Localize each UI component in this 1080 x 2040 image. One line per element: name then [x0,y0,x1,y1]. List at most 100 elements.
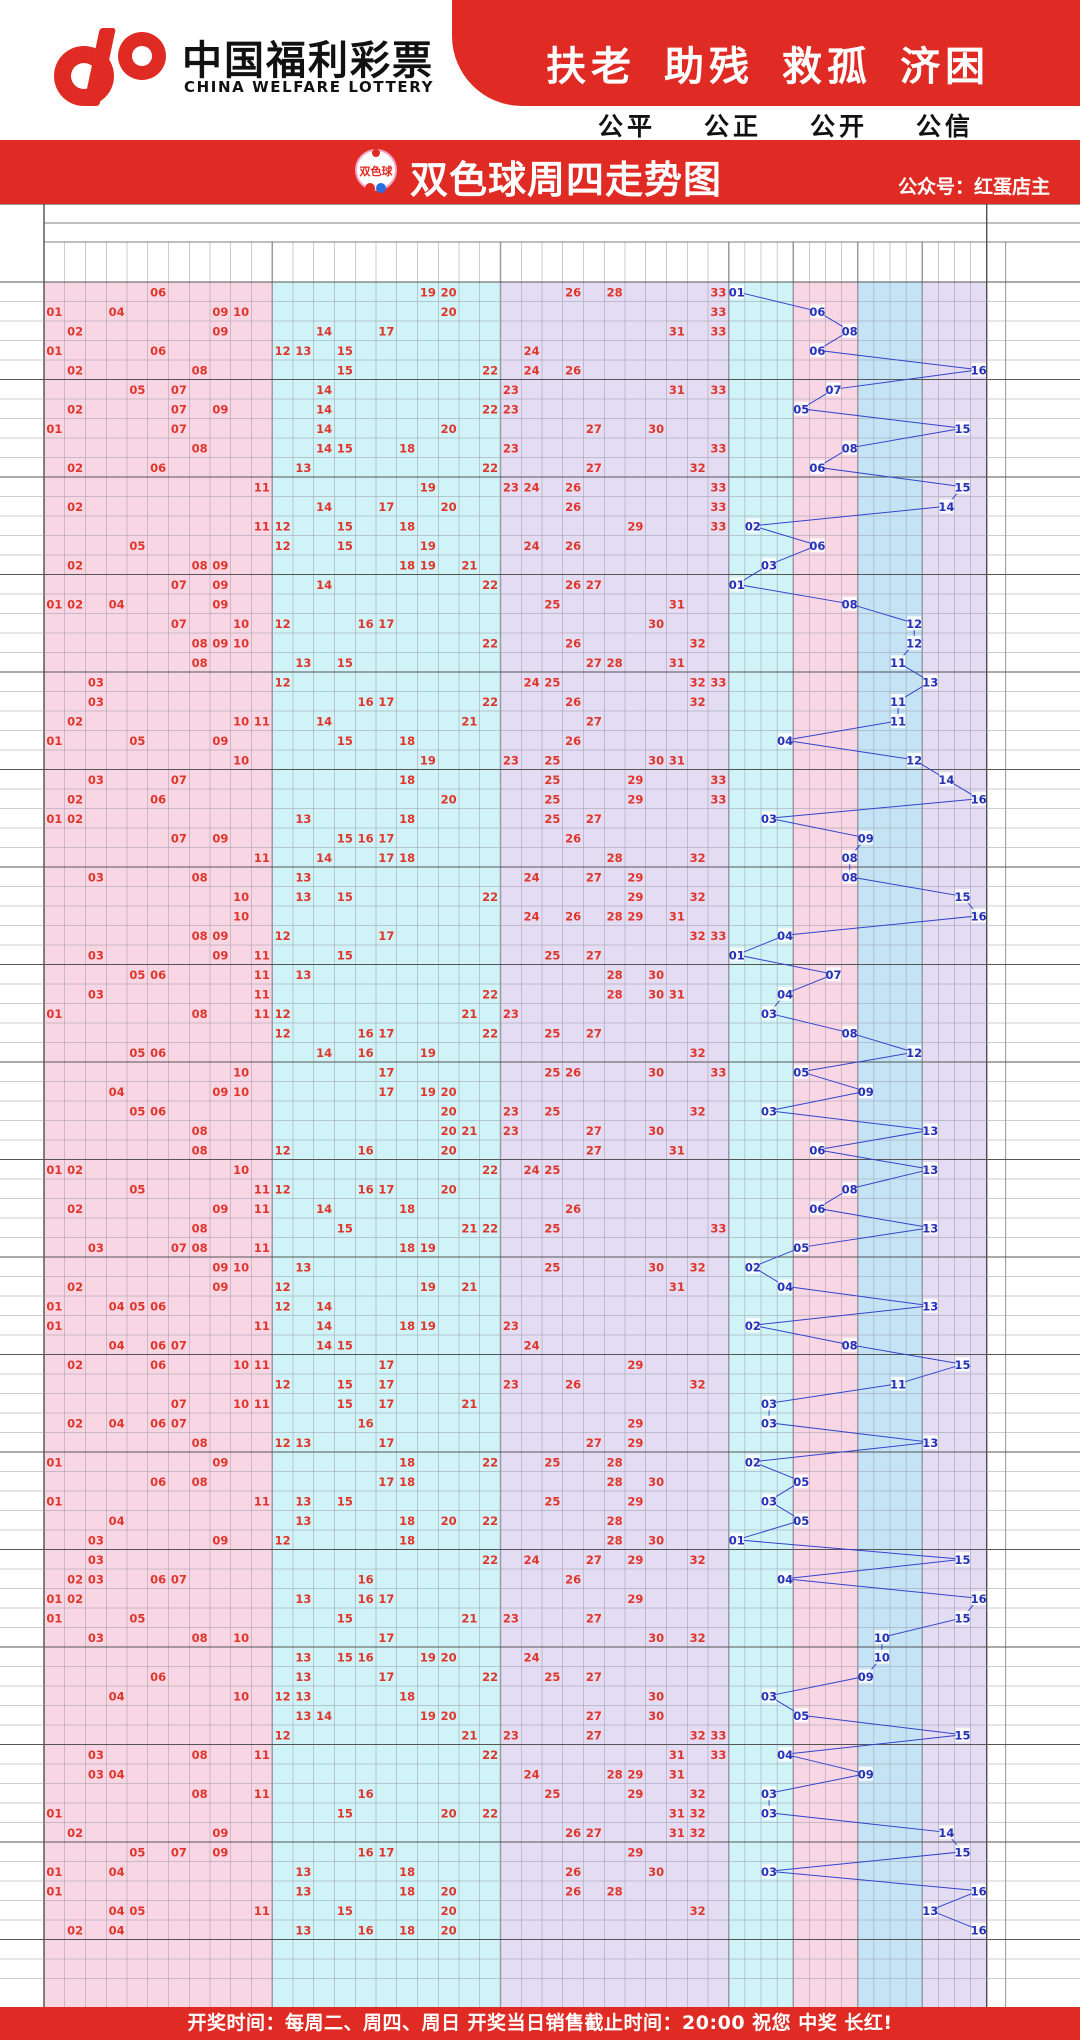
blue-ball-mask [955,1552,970,1567]
red-ball-number: 30 [648,968,664,982]
blue-ball-number: 08 [842,870,858,884]
red-ball-number: 14 [316,1338,332,1352]
red-ball-number: 19 [420,1319,436,1333]
red-ball-number: 16 [358,831,374,845]
red-ball-number: 26 [565,500,581,514]
red-ball-number: 08 [192,1241,208,1255]
red-ball-number: 29 [627,519,643,533]
blue-ball-mask [842,1337,857,1352]
red-ball-number: 30 [648,422,664,436]
red-ball-number: 33 [710,1065,726,1079]
ssq-logo-label: 双色球 [360,164,394,178]
red-ball-number: 20 [441,1884,457,1898]
red-ball-number: 27 [586,870,602,884]
red-ball-number: 06 [150,1416,166,1430]
red-ball-number: 32 [690,1260,706,1274]
blue-ball-mask [762,1786,777,1801]
red-ball-number: 20 [441,285,457,299]
red-ball-number: 30 [648,1533,664,1547]
blue-ball-mask [955,479,970,494]
red-ball-number: 28 [607,656,623,670]
red-ball-number: 11 [254,1748,270,1762]
red-ball-number: 04 [109,1514,125,1528]
blue-ball-mask [923,674,938,689]
red-ball-number: 05 [129,1104,145,1118]
red-ball-number: 10 [233,1163,249,1177]
red-ball-number: 11 [254,1182,270,1196]
blue-ball-mask [794,1474,809,1489]
red-ball-number: 04 [109,1923,125,1937]
red-ball-number: 05 [129,1904,145,1918]
blue-ball-mask [762,1805,777,1820]
red-ball-number: 15 [337,1221,353,1235]
red-ball-number: 15 [337,539,353,553]
red-ball-number: 04 [109,1338,125,1352]
red-ball-number: 17 [378,1377,394,1391]
red-ball-number: 33 [710,500,726,514]
blue-ball-number: 15 [955,1553,971,1567]
red-ball-number: 29 [627,1553,643,1567]
red-ball-number: 10 [233,617,249,631]
principle-word: 公开 [810,112,869,141]
red-ball-number: 03 [88,1631,104,1645]
red-ball-number: 26 [565,831,581,845]
red-ball-number: 28 [607,1533,623,1547]
red-ball-number: 07 [171,831,187,845]
red-ball-number: 31 [669,597,685,611]
blue-ball-number: 01 [729,948,745,962]
red-ball-number: 12 [275,1007,291,1021]
red-ball-number: 21 [461,1124,477,1138]
blue-ball-number: 06 [809,344,825,358]
red-ball-number: 13 [295,1709,311,1723]
red-ball-number: 25 [544,948,560,962]
blue-ball-number: 15 [955,890,971,904]
blue-ball-mask [955,1610,970,1625]
red-ball-number: 26 [565,1377,581,1391]
red-ball-number: 07 [171,617,187,631]
slogan-word: 助残 [664,44,754,90]
blue-ball-number: 08 [842,324,858,338]
red-ball-number: 24 [524,675,540,689]
red-ball-number: 13 [295,1923,311,1937]
red-ball-number: 07 [171,1572,187,1586]
red-ball-number: 06 [150,344,166,358]
red-ball-number: 02 [67,461,83,475]
blue-ball-number: 15 [955,1358,971,1372]
blue-ball-number: 03 [761,558,777,572]
red-ball-number: 29 [627,1845,643,1859]
red-ball-number: 23 [503,402,519,416]
red-ball-number: 13 [295,968,311,982]
red-ball-number: 09 [212,1455,228,1469]
red-ball-number: 27 [586,656,602,670]
red-ball-number: 27 [586,422,602,436]
red-ball-number: 17 [378,851,394,865]
red-ball-number: 11 [254,968,270,982]
red-ball-number: 17 [378,1085,394,1099]
red-ball-number: 23 [503,753,519,767]
red-ball-number: 27 [586,1143,602,1157]
red-ball-number: 16 [358,1650,374,1664]
blue-ball-number: 01 [729,1533,745,1547]
red-ball-number: 23 [503,441,519,455]
blue-ball-mask [810,1142,825,1157]
red-ball-number: 23 [503,383,519,397]
red-ball-number: 15 [337,734,353,748]
red-ball-number: 04 [109,1904,125,1918]
red-ball-number: 24 [524,1338,540,1352]
red-ball-number: 28 [607,285,623,299]
red-ball-number: 20 [441,1709,457,1723]
red-ball-number: 08 [192,929,208,943]
red-ball-number: 09 [212,948,228,962]
red-ball-number: 09 [212,831,228,845]
blue-ball-number: 05 [793,1241,809,1255]
red-ball-number: 10 [233,1065,249,1079]
red-ball-number: 12 [275,1143,291,1157]
red-ball-number: 18 [399,1689,415,1703]
red-ball-number: 22 [482,1514,498,1528]
red-ball-number: 25 [544,1026,560,1040]
red-ball-number: 30 [648,1865,664,1879]
red-ball-number: 18 [399,1865,415,1879]
blue-ball-mask [762,1006,777,1021]
blue-ball-mask [874,1630,889,1645]
red-ball-number: 14 [316,402,332,416]
